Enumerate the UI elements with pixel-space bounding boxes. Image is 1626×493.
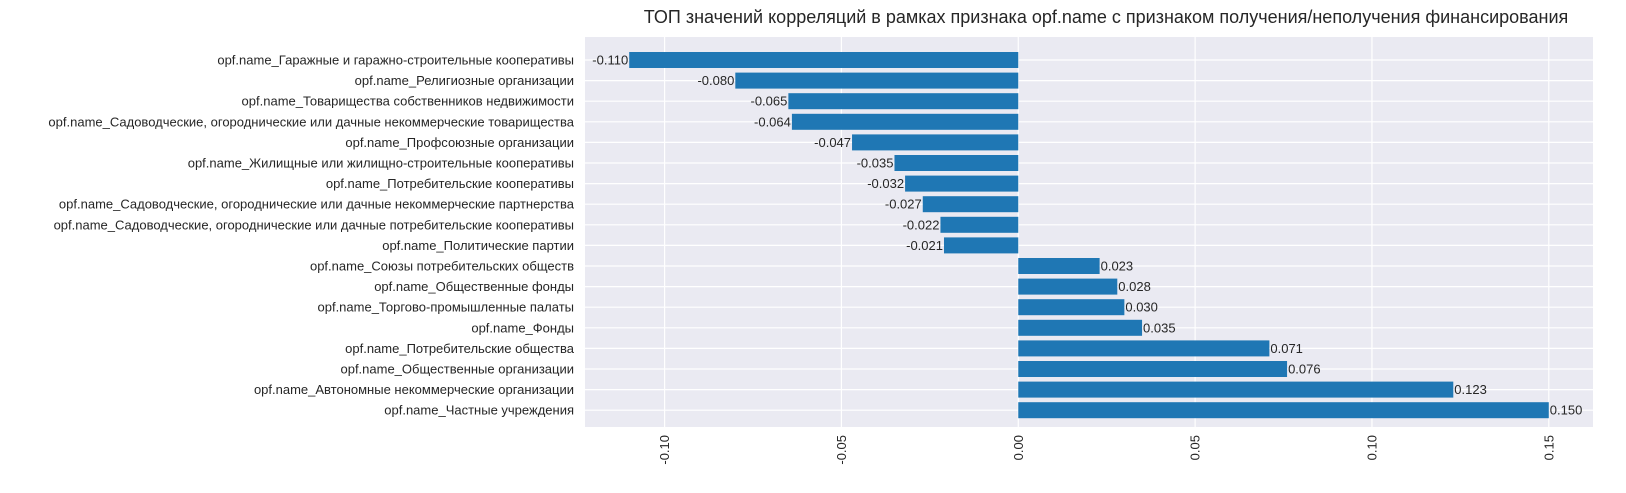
x-tick-label: 0.10 xyxy=(1364,435,1379,460)
bar-value-label: -0.032 xyxy=(867,176,904,191)
bar xyxy=(922,196,1019,213)
y-tick-label: opf.name_Автономные некоммерческие орган… xyxy=(254,382,574,397)
bar xyxy=(894,155,1019,171)
bar xyxy=(852,134,1019,151)
y-tick-label: opf.name_Садоводческие, огороднические и… xyxy=(59,197,575,212)
bar xyxy=(1018,258,1100,274)
y-tick-label: opf.name_Потребительские общества xyxy=(345,341,575,356)
bar-value-label: -0.080 xyxy=(697,73,734,88)
bar-value-label: 0.028 xyxy=(1118,279,1151,294)
bar-value-label: 0.150 xyxy=(1550,403,1583,418)
y-tick-label: opf.name_Жилищные или жилищно-строительн… xyxy=(188,156,574,171)
y-tick-label: opf.name_Фонды xyxy=(471,320,574,335)
x-tick-label: 0.05 xyxy=(1188,435,1203,460)
bar-value-label: 0.071 xyxy=(1270,341,1303,356)
y-tick-label: opf.name_Профсоюзные организации xyxy=(345,135,574,150)
x-tick-label: 0.00 xyxy=(1011,435,1026,460)
bar-value-label: -0.035 xyxy=(857,156,894,171)
bar xyxy=(1018,361,1288,377)
bar-value-label: -0.065 xyxy=(750,94,787,109)
y-tick-label: opf.name_Потребительские кооперативы xyxy=(326,176,574,191)
y-tick-label: opf.name_Садоводческие, огороднические и… xyxy=(54,217,574,232)
bar-value-label: -0.047 xyxy=(814,135,851,150)
y-tick-label: opf.name_Гаражные и гаражно-строительные… xyxy=(217,53,574,68)
x-tick-label: -0.05 xyxy=(834,435,849,465)
y-tick-label: opf.name_Торгово-промышленные палаты xyxy=(318,300,575,315)
bar xyxy=(629,52,1019,68)
bar-value-label: 0.123 xyxy=(1454,382,1487,397)
y-tick-labels: opf.name_Гаражные и гаражно-строительные… xyxy=(48,53,574,418)
y-tick-label: opf.name_Товарищества собственников недв… xyxy=(242,94,574,109)
bar-value-label: -0.064 xyxy=(754,114,791,129)
bar xyxy=(940,216,1019,233)
bar-value-label: -0.021 xyxy=(906,238,943,253)
bar xyxy=(791,113,1019,130)
bar xyxy=(1018,278,1118,295)
x-tick-label: 0.15 xyxy=(1541,435,1556,460)
bar-value-label: -0.110 xyxy=(592,53,628,68)
bar-value-label: 0.076 xyxy=(1288,362,1321,377)
x-tick-labels: -0.10 -0.05 0.00 0.05 0.10 0.15 xyxy=(657,435,1556,465)
value-labels: -0.110 -0.080 -0.065 -0.064 -0.047 -0.035 -0.0… xyxy=(592,53,1582,418)
y-tick-label: opf.name_Общественные фонды xyxy=(374,279,574,294)
y-tick-label: opf.name_Политические партии xyxy=(382,238,574,253)
y-tick-label: opf.name_Садоводческие, огороднические и… xyxy=(48,114,574,129)
bar xyxy=(1018,340,1270,357)
bar xyxy=(1018,402,1549,419)
y-tick-label: opf.name_Частные учреждения xyxy=(384,403,574,418)
bar xyxy=(1018,319,1143,336)
bar xyxy=(788,93,1019,110)
bar xyxy=(1018,299,1125,316)
y-tick-label: opf.name_Общественные организации xyxy=(340,362,574,377)
bar xyxy=(943,237,1019,254)
bar-value-label: 0.035 xyxy=(1143,320,1176,335)
y-tick-label: opf.name_Религиозные организации xyxy=(355,73,574,88)
y-tick-label: opf.name_Союзы потребительских обществ xyxy=(310,259,574,274)
bar-value-label: -0.027 xyxy=(885,197,922,212)
bar-value-label: 0.023 xyxy=(1101,259,1134,274)
bar xyxy=(1018,381,1454,398)
bar xyxy=(905,175,1019,192)
bars xyxy=(629,52,1549,419)
chart-title: ТОП значений корреляций в рамках признак… xyxy=(644,7,1569,27)
bar-value-label: 0.030 xyxy=(1125,300,1158,315)
bar-value-label: -0.022 xyxy=(903,217,940,232)
x-tick-label: -0.10 xyxy=(657,435,672,465)
bar xyxy=(735,72,1019,89)
